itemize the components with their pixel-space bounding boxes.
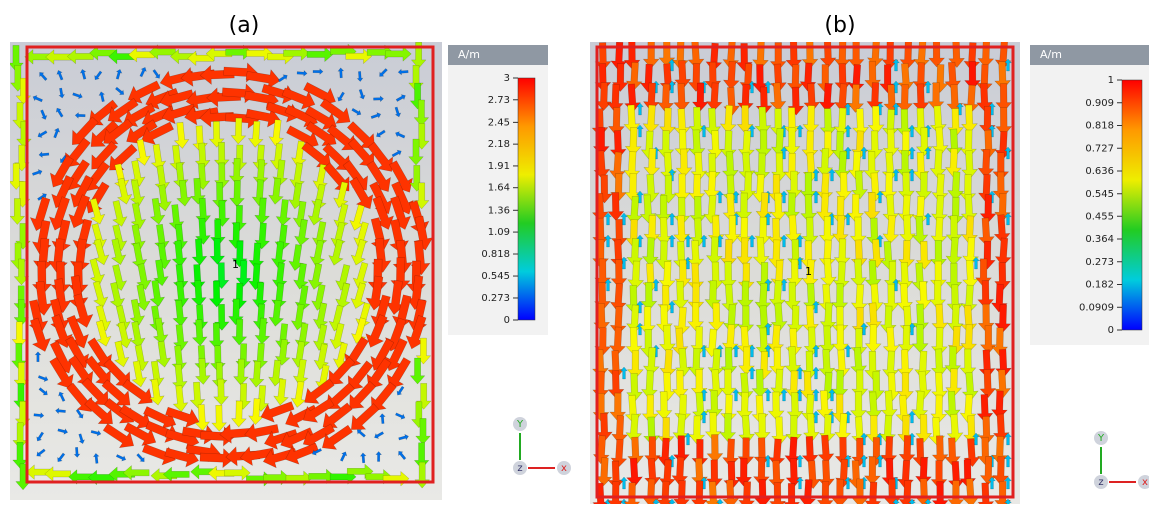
tick-label: 2.45 [488, 117, 510, 128]
tick-label: 0 [504, 315, 510, 326]
legend-unit: A/m [1040, 48, 1062, 61]
tick-label: 0 [1108, 325, 1114, 336]
tick-label: 1.09 [488, 227, 510, 238]
figure: (a) (b) 1 1 A/m 0 0.273 0.545 0.818 1.09 1.36 1… [0, 0, 1149, 508]
tick-label: 0.727 [1085, 143, 1114, 154]
tick-label: 0.455 [1085, 211, 1114, 222]
axis-label: Y [1097, 433, 1105, 444]
tick-label: 0.0909 [1079, 302, 1114, 313]
colorbar [1122, 80, 1142, 330]
tick-label: 0.273 [1085, 257, 1114, 268]
tick-label: 0.636 [1085, 166, 1114, 177]
marker: 1 [805, 265, 812, 278]
tick-label: 0.273 [481, 293, 510, 304]
tick-label: 1.36 [488, 205, 510, 216]
tick-label: 1.91 [488, 161, 510, 172]
tick-label: 2.18 [488, 139, 510, 150]
axis-label: Y [516, 419, 524, 430]
legend-unit: A/m [458, 48, 480, 61]
tick-label: 0.818 [481, 249, 510, 260]
tick-label: 3 [504, 73, 510, 84]
panel-label: (a) [229, 13, 260, 38]
tick-label: 0.909 [1085, 98, 1114, 109]
tick-label: 1.64 [488, 183, 510, 194]
axis-label: x [561, 463, 567, 474]
tick-label: 0.364 [1085, 234, 1114, 245]
tick-label: 1 [1108, 75, 1114, 86]
tick-label: 2.73 [488, 95, 510, 106]
tick-label: 0.545 [481, 271, 510, 282]
tick-label: 0.545 [1085, 189, 1114, 200]
axis-label: z [517, 463, 522, 474]
panel-label: (b) [824, 13, 855, 38]
axis-label: z [1098, 477, 1103, 488]
axis-label: x [1142, 477, 1148, 488]
marker: 1 [232, 258, 239, 271]
tick-label: 0.182 [1085, 280, 1114, 291]
colorbar [518, 78, 535, 320]
tick-label: 0.818 [1085, 121, 1114, 132]
